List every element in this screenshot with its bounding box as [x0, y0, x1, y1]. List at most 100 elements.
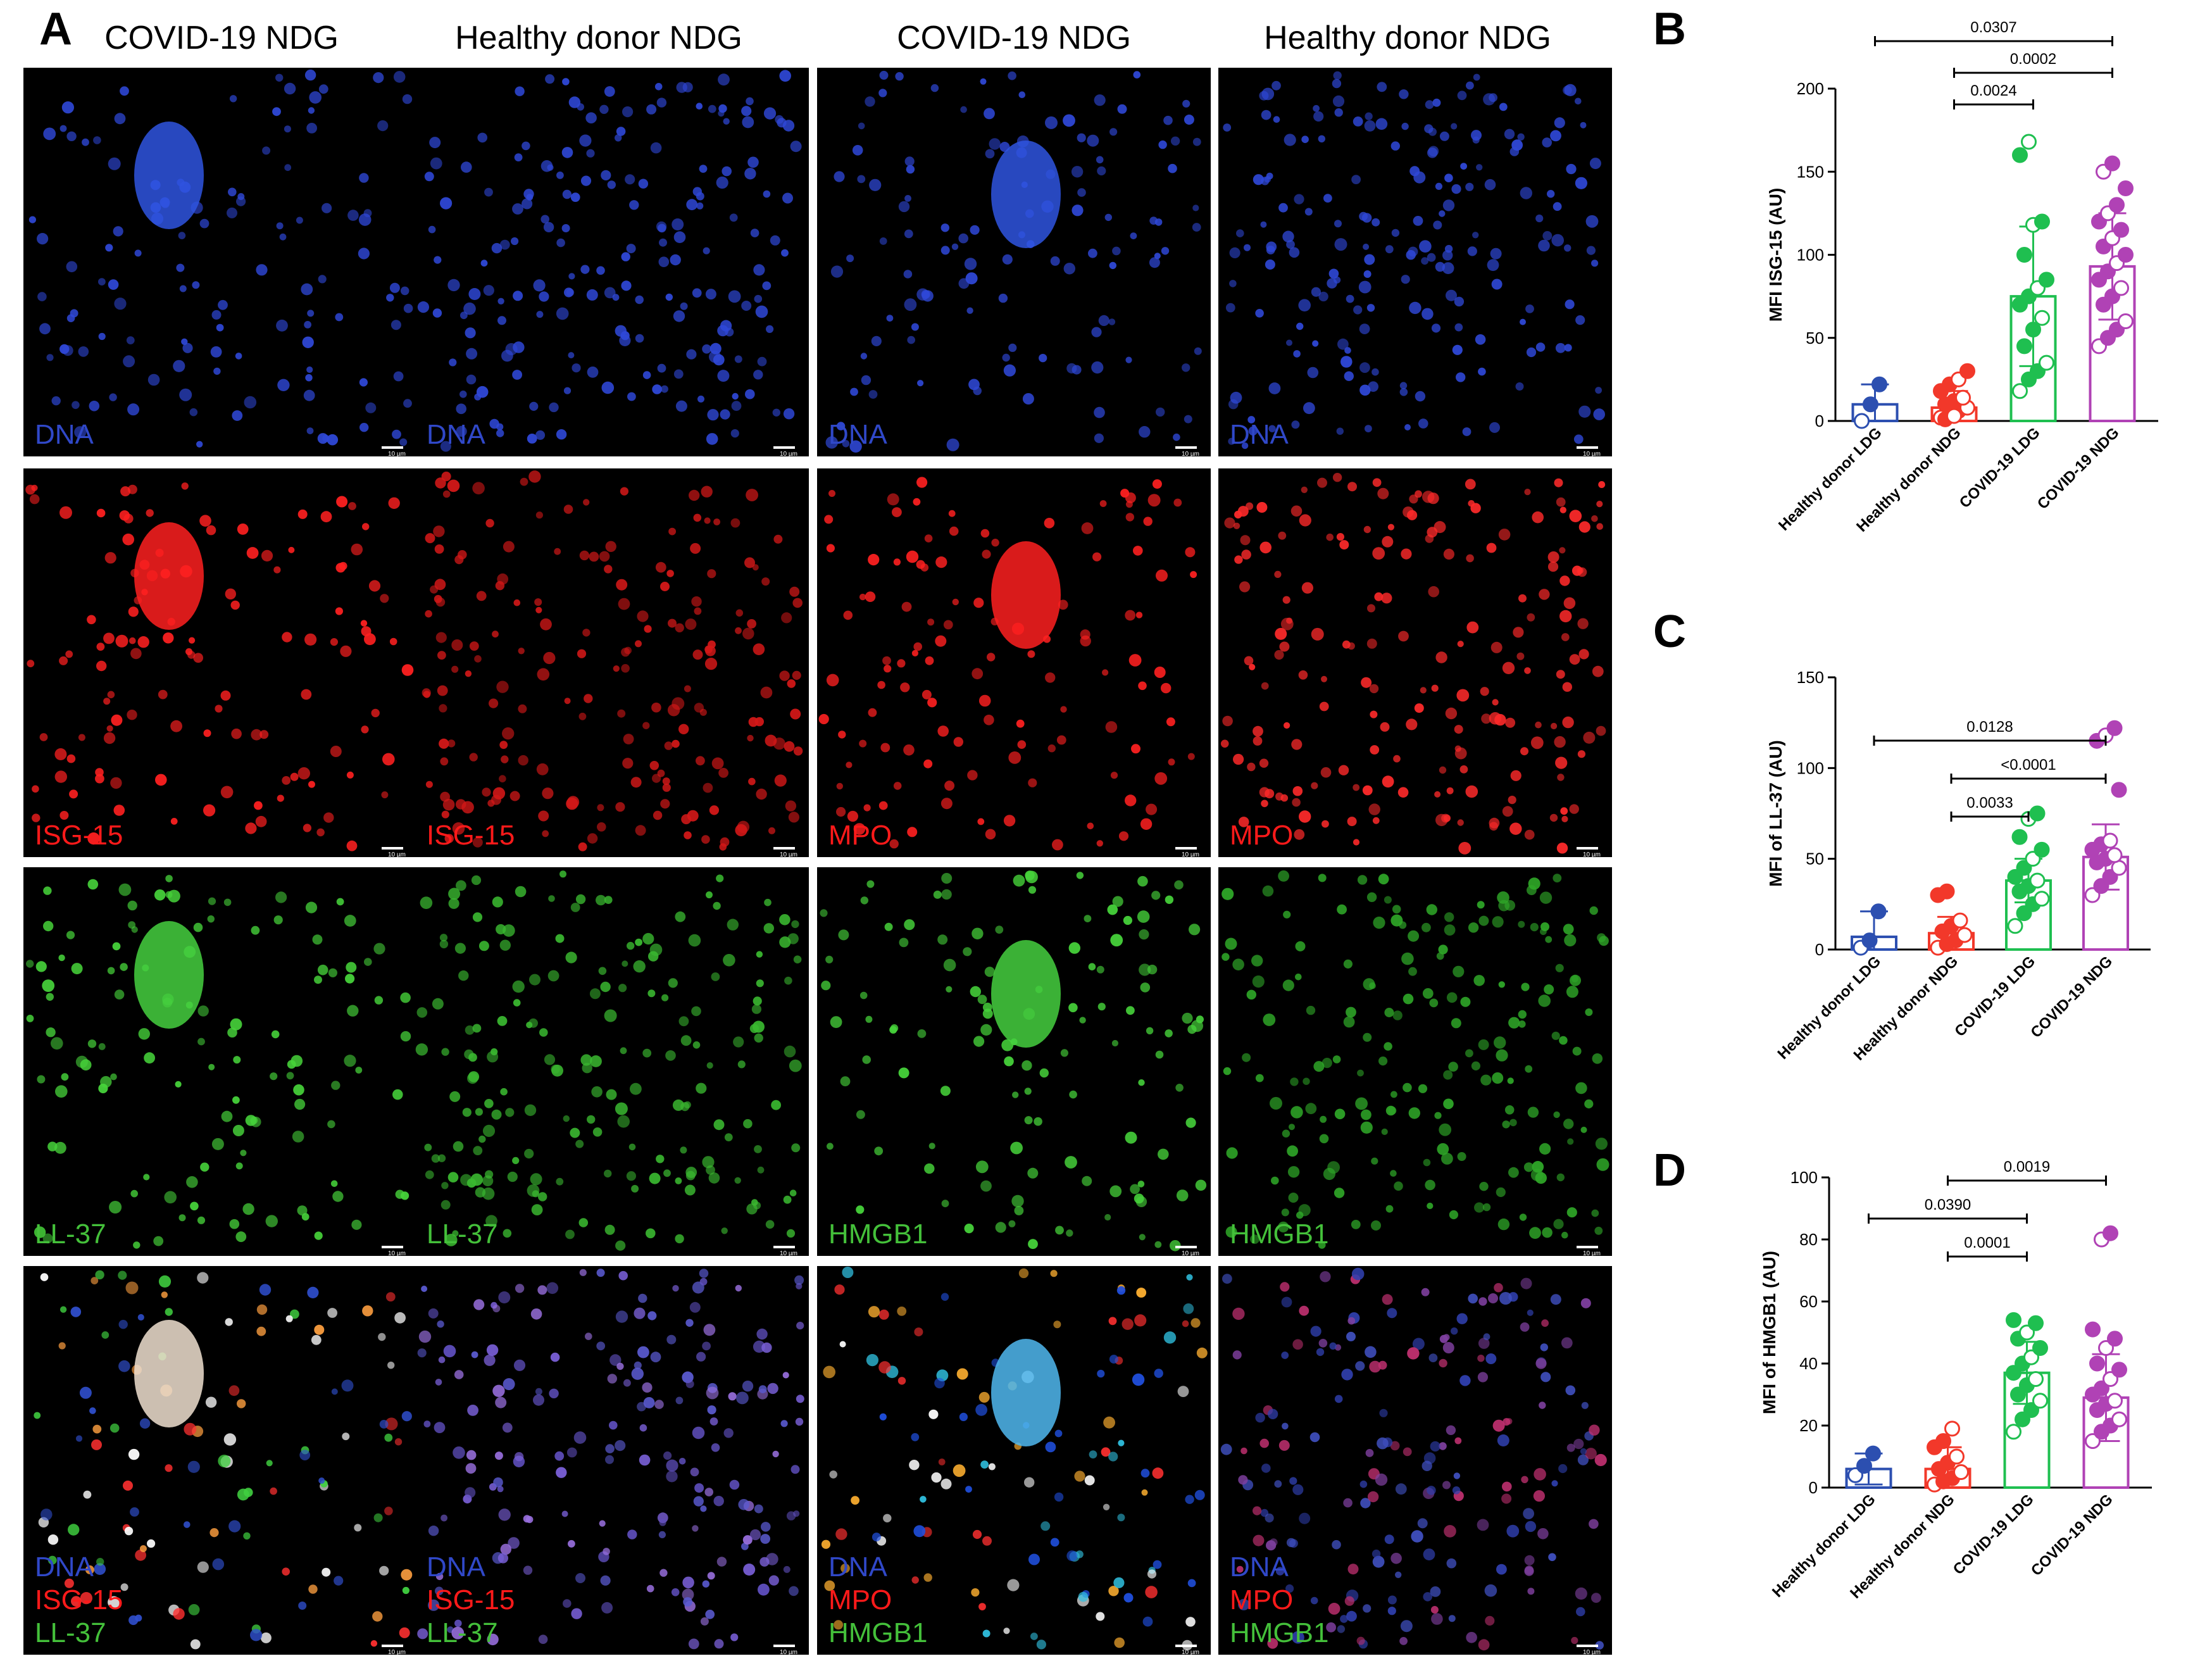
y-tick-label: 0: [1815, 940, 1824, 959]
micrograph-r3-c2: LL-37 10 µm: [415, 867, 809, 1256]
cell-field: [417, 70, 802, 452]
data-point: [2006, 1312, 2021, 1328]
scale-bar-label: 10 µm: [388, 451, 406, 456]
data-point: [2012, 147, 2028, 163]
data-point: [1953, 1464, 1969, 1480]
channel-label: DNA: [828, 419, 887, 450]
scale-bar-label: 10 µm: [388, 1649, 406, 1655]
data-point: [2016, 247, 2032, 263]
data-point: [2111, 782, 2127, 798]
data-point: [2032, 1340, 2048, 1356]
channel-label: DNA: [1230, 419, 1289, 450]
scale-bar: [1577, 446, 1598, 449]
scale-bar-label: 10 µm: [1583, 1250, 1601, 1256]
data-point: [2104, 155, 2120, 172]
data-point: [1854, 413, 1870, 429]
y-tick-label: 50: [1806, 329, 1824, 348]
scale-bar-label: 10 µm: [1182, 851, 1199, 857]
data-point: [2094, 1380, 2109, 1396]
data-point: [2028, 1371, 2044, 1387]
channel-label: ISG-15: [35, 820, 123, 851]
cell-field: [825, 70, 1202, 453]
panel-letter-c: C: [1653, 606, 1686, 657]
data-point: [2107, 1331, 2123, 1347]
cell-field: [417, 1269, 804, 1650]
channel-label: DNA: [35, 419, 94, 450]
channel-label: DNA: [35, 1552, 94, 1583]
data-point: [2113, 222, 2129, 238]
x-tick-label: COVID-19 NDG: [2034, 424, 2123, 513]
micrograph-r3-c4: HMGB1 10 µm: [1218, 867, 1612, 1256]
column-header-4: Healthy donor NDG: [1264, 20, 1551, 56]
y-axis-label: MFI of HMGB1 (AU): [1759, 1251, 1779, 1414]
data-point: [2019, 1324, 2035, 1341]
p-value-label: 0.0001: [1964, 1234, 2010, 1251]
channel-label: LL-37: [427, 1617, 498, 1648]
scale-bar: [382, 446, 403, 449]
y-tick-label: 150: [1797, 162, 1824, 181]
y-axis-label: MFI of LL-37 (AU): [1766, 740, 1785, 887]
scale-bar-label: 10 µm: [780, 451, 797, 456]
micrograph-r1-c3: DNA 10 µm: [817, 68, 1211, 456]
chart-b: 0 50 100 150 200 MFI ISG-15 (AU) Healthy donor…: [1747, 6, 2209, 576]
data-point: [1870, 903, 1887, 920]
channel-label: DNA: [427, 1552, 485, 1583]
scale-bar-label: 10 µm: [1182, 1649, 1199, 1655]
micrograph-r4-c3: DNA MPO HMGB1 10 µm: [817, 1266, 1211, 1655]
data-point: [1956, 927, 1973, 943]
data-point: [2006, 1424, 2021, 1440]
data-point: [2118, 180, 2134, 196]
y-tick-label: 0: [1809, 1478, 1818, 1497]
channel-label: LL-37: [427, 1219, 498, 1250]
data-point: [2023, 1349, 2039, 1365]
channel-label: MPO: [828, 1584, 892, 1615]
y-tick-label: 40: [1799, 1354, 1818, 1373]
scale-bar: [382, 1645, 403, 1647]
micrograph-r2-c1: ISG-15 10 µm: [23, 468, 417, 857]
data-point: [2102, 832, 2118, 849]
micrograph-r4-c1: DNA ISG-15 LL-37 10 µm: [23, 1266, 417, 1655]
data-point: [2113, 280, 2129, 296]
scale-bar: [773, 1645, 795, 1647]
cell-field: [28, 69, 413, 448]
channel-label: ISG-15: [427, 820, 515, 851]
column-header-3: COVID-19 NDG: [897, 20, 1131, 56]
data-point: [1861, 932, 1878, 949]
y-tick-label: 0: [1815, 411, 1824, 430]
data-point: [2107, 1393, 2123, 1409]
data-point: [1944, 1420, 1960, 1437]
cell-field: [821, 1267, 1208, 1651]
x-tick-label: COVID-19 LDG: [1950, 1491, 2037, 1578]
data-point: [2034, 310, 2050, 326]
data-point: [2039, 272, 2054, 288]
p-value-label: 0.0019: [2004, 1158, 2050, 1176]
scale-bar: [1577, 847, 1598, 850]
scale-bar-label: 10 µm: [1583, 1649, 1601, 1655]
cell-field: [25, 482, 414, 851]
micrograph-r2-c2: ISG-15 10 µm: [415, 468, 809, 857]
cell-field: [1223, 71, 1605, 449]
channel-label: MPO: [1230, 820, 1294, 851]
channel-label: HMGB1: [1230, 1617, 1329, 1648]
data-point: [2109, 197, 2125, 213]
x-tick-label: COVID-19 NDG: [2028, 1491, 2116, 1579]
data-point: [2023, 1402, 2039, 1418]
data-point: [2089, 1355, 2105, 1372]
micrograph-r2-c4: MPO 10 µm: [1218, 468, 1612, 857]
data-point: [1959, 363, 1975, 379]
channel-label: MPO: [828, 820, 892, 851]
cell-field: [415, 870, 802, 1251]
data-point: [2006, 1365, 2021, 1381]
data-point: [1863, 396, 1878, 413]
data-point: [2011, 829, 2028, 845]
panel-letter-b: B: [1653, 4, 1686, 54]
scale-bar: [773, 446, 795, 449]
data-point: [2029, 805, 2046, 822]
scale-bar-label: 10 µm: [1182, 1250, 1199, 1256]
data-point: [2106, 847, 2123, 863]
data-point: [2029, 872, 2046, 889]
data-point: [2118, 313, 2134, 329]
chart-c: 0 50 100 150 MFI of LL-37 (AU) Healthy donor …: [1747, 570, 2209, 1139]
scale-bar: [1577, 1645, 1598, 1647]
